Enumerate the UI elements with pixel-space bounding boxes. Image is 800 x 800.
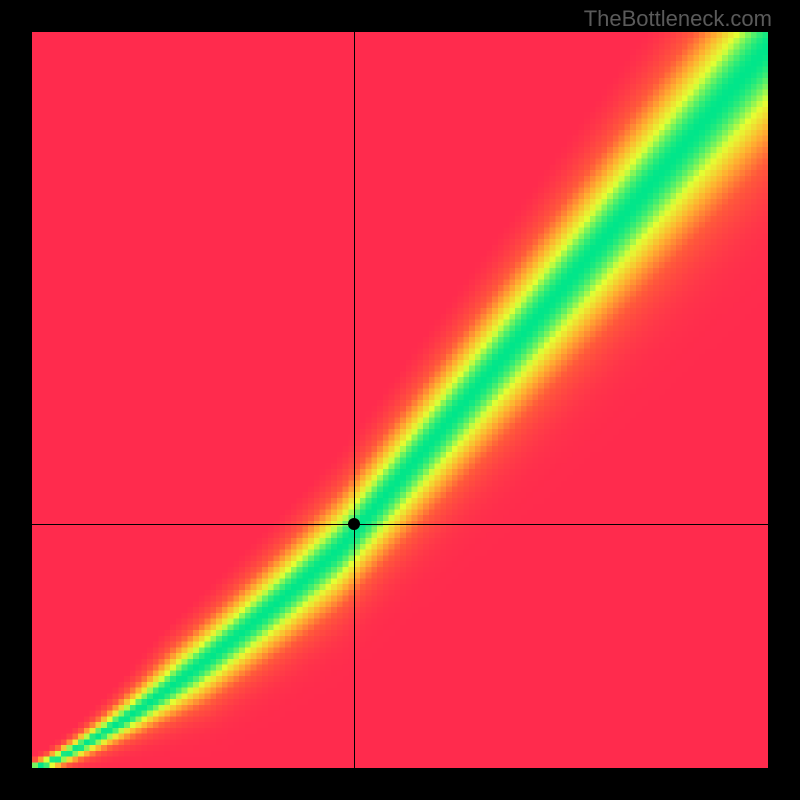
crosshair-horizontal <box>32 524 768 525</box>
heatmap-plot <box>32 32 768 768</box>
watermark-text: TheBottleneck.com <box>584 6 772 32</box>
crosshair-vertical <box>354 32 355 768</box>
selection-marker <box>348 518 360 530</box>
heatmap-canvas <box>32 32 768 768</box>
